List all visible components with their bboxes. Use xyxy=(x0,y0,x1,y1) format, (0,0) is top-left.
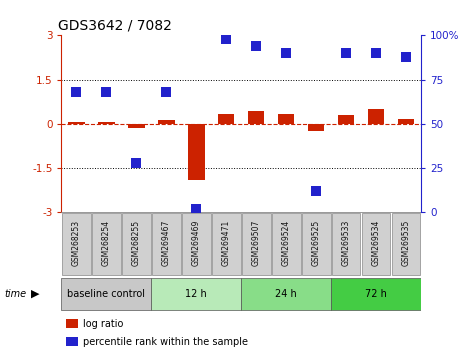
Bar xyxy=(188,124,204,180)
FancyBboxPatch shape xyxy=(242,213,271,275)
Text: GSM269467: GSM269467 xyxy=(162,220,171,267)
Bar xyxy=(98,122,114,124)
FancyBboxPatch shape xyxy=(272,213,300,275)
Text: GSM269471: GSM269471 xyxy=(222,220,231,266)
Bar xyxy=(398,119,414,124)
FancyBboxPatch shape xyxy=(332,213,360,275)
Bar xyxy=(308,124,324,131)
Point xyxy=(103,89,110,95)
Point xyxy=(253,43,260,49)
Point xyxy=(282,50,290,56)
Bar xyxy=(158,120,175,124)
Bar xyxy=(218,114,235,124)
FancyBboxPatch shape xyxy=(302,213,331,275)
Point xyxy=(372,50,380,56)
FancyBboxPatch shape xyxy=(392,213,420,275)
Text: GSM269507: GSM269507 xyxy=(252,220,261,267)
Text: GDS3642 / 7082: GDS3642 / 7082 xyxy=(58,19,172,33)
Text: 72 h: 72 h xyxy=(365,289,387,299)
Text: 12 h: 12 h xyxy=(185,289,207,299)
Text: GSM269533: GSM269533 xyxy=(342,220,350,267)
Bar xyxy=(248,110,264,124)
FancyBboxPatch shape xyxy=(331,278,421,310)
FancyBboxPatch shape xyxy=(122,213,151,275)
Bar xyxy=(68,122,85,124)
Text: time: time xyxy=(5,289,27,299)
Bar xyxy=(128,124,145,128)
Text: log ratio: log ratio xyxy=(83,319,123,329)
Bar xyxy=(278,114,294,124)
Text: GSM268253: GSM268253 xyxy=(72,220,81,266)
FancyBboxPatch shape xyxy=(182,213,210,275)
Bar xyxy=(368,109,384,124)
FancyBboxPatch shape xyxy=(92,213,121,275)
Point xyxy=(312,188,320,194)
Text: GSM269525: GSM269525 xyxy=(312,220,321,266)
Point xyxy=(193,206,200,212)
Text: baseline control: baseline control xyxy=(68,289,145,299)
Text: GSM269469: GSM269469 xyxy=(192,220,201,267)
FancyBboxPatch shape xyxy=(241,278,331,310)
Text: 24 h: 24 h xyxy=(275,289,297,299)
FancyBboxPatch shape xyxy=(212,213,241,275)
Point xyxy=(163,89,170,95)
Text: GSM269534: GSM269534 xyxy=(371,220,381,267)
Text: GSM268255: GSM268255 xyxy=(132,220,141,266)
Point xyxy=(132,160,140,166)
FancyBboxPatch shape xyxy=(151,278,241,310)
Text: GSM269535: GSM269535 xyxy=(402,220,411,267)
FancyBboxPatch shape xyxy=(362,213,390,275)
Text: GSM269524: GSM269524 xyxy=(281,220,291,266)
Text: GSM268254: GSM268254 xyxy=(102,220,111,266)
Point xyxy=(73,89,80,95)
Text: percentile rank within the sample: percentile rank within the sample xyxy=(83,337,248,347)
Text: ▶: ▶ xyxy=(31,289,39,299)
FancyBboxPatch shape xyxy=(61,278,151,310)
Bar xyxy=(338,115,354,124)
Point xyxy=(402,54,410,59)
FancyBboxPatch shape xyxy=(152,213,181,275)
FancyBboxPatch shape xyxy=(62,213,91,275)
Point xyxy=(222,36,230,42)
Point xyxy=(342,50,350,56)
